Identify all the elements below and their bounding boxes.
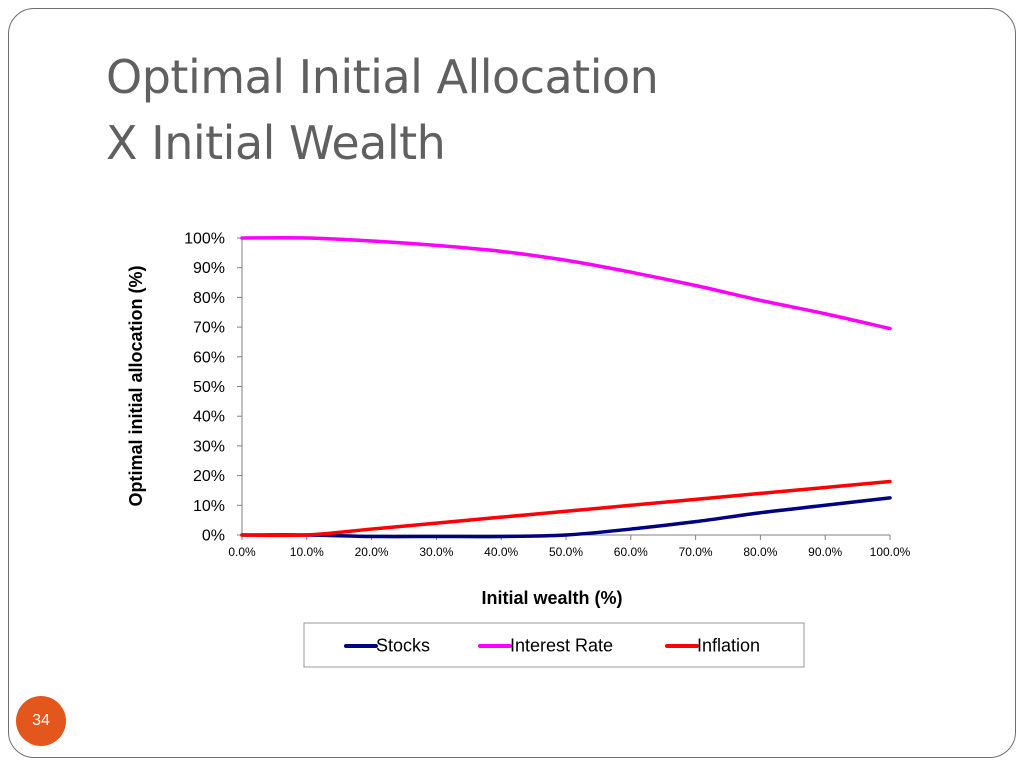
page-number-badge: 34	[16, 696, 66, 746]
legend-label-stocks: Stocks	[376, 636, 430, 656]
y-axis: 0% 10% 20% 30% 40% 50% 60% 70% 80% 90% 100%	[184, 231, 243, 545]
x-tick-label: 30.0%	[419, 545, 453, 559]
y-tick-label: 80%	[193, 290, 225, 307]
x-tick-label: 70.0%	[679, 545, 713, 559]
x-tick-label: 0.0%	[228, 545, 256, 559]
legend-box	[303, 622, 805, 668]
x-tick-label: 80.0%	[743, 545, 777, 559]
y-tick-label: 30%	[193, 438, 225, 455]
y-tick-label: 40%	[193, 409, 225, 426]
x-tick-label: 10.0%	[290, 545, 324, 559]
y-tick-label: 0%	[202, 528, 225, 545]
series-line-interest-rate	[240, 236, 892, 331]
y-tick-label: 20%	[193, 468, 225, 485]
x-tick-label: 50.0%	[549, 545, 583, 559]
legend-items: Stocks Interest Rate Inflation	[344, 636, 760, 656]
y-tick-label: 10%	[193, 498, 225, 515]
y-axis-title: Optimal initial allocation (%)	[126, 265, 146, 506]
x-axis-title: Initial wealth (%)	[481, 588, 622, 608]
title-line-1: Optimal Initial Allocation	[106, 50, 659, 104]
y-tick-label: 50%	[193, 379, 225, 396]
title-line-2: X Initial Wealth	[106, 116, 446, 170]
legend: Stocks Interest Rate Inflation	[303, 622, 805, 668]
page-number: 34	[32, 712, 50, 729]
x-tick-label: 100.0%	[870, 545, 911, 559]
legend-label-interest-rate: Interest Rate	[510, 636, 613, 656]
x-tick-label: 90.0%	[808, 545, 842, 559]
slide-title: Optimal Initial Allocation X Initial Wea…	[106, 44, 659, 176]
series-line-inflation	[240, 479, 892, 538]
y-tick-label: 90%	[193, 260, 225, 277]
x-tick-label: 20.0%	[355, 545, 389, 559]
x-tick-label: 40.0%	[484, 545, 518, 559]
x-tick-label: 60.0%	[614, 545, 648, 559]
series-line-stocks	[240, 496, 892, 539]
y-tick-label: 100%	[184, 231, 225, 248]
x-axis: 0.0% 10.0% 20.0% 30.0% 40.0% 50.0% 60.0% 70.0% 8…	[228, 534, 911, 559]
y-tick-label: 70%	[193, 320, 225, 337]
y-tick-label: 60%	[193, 349, 225, 366]
legend-label-inflation: Inflation	[697, 636, 760, 656]
series-lines	[240, 236, 892, 539]
